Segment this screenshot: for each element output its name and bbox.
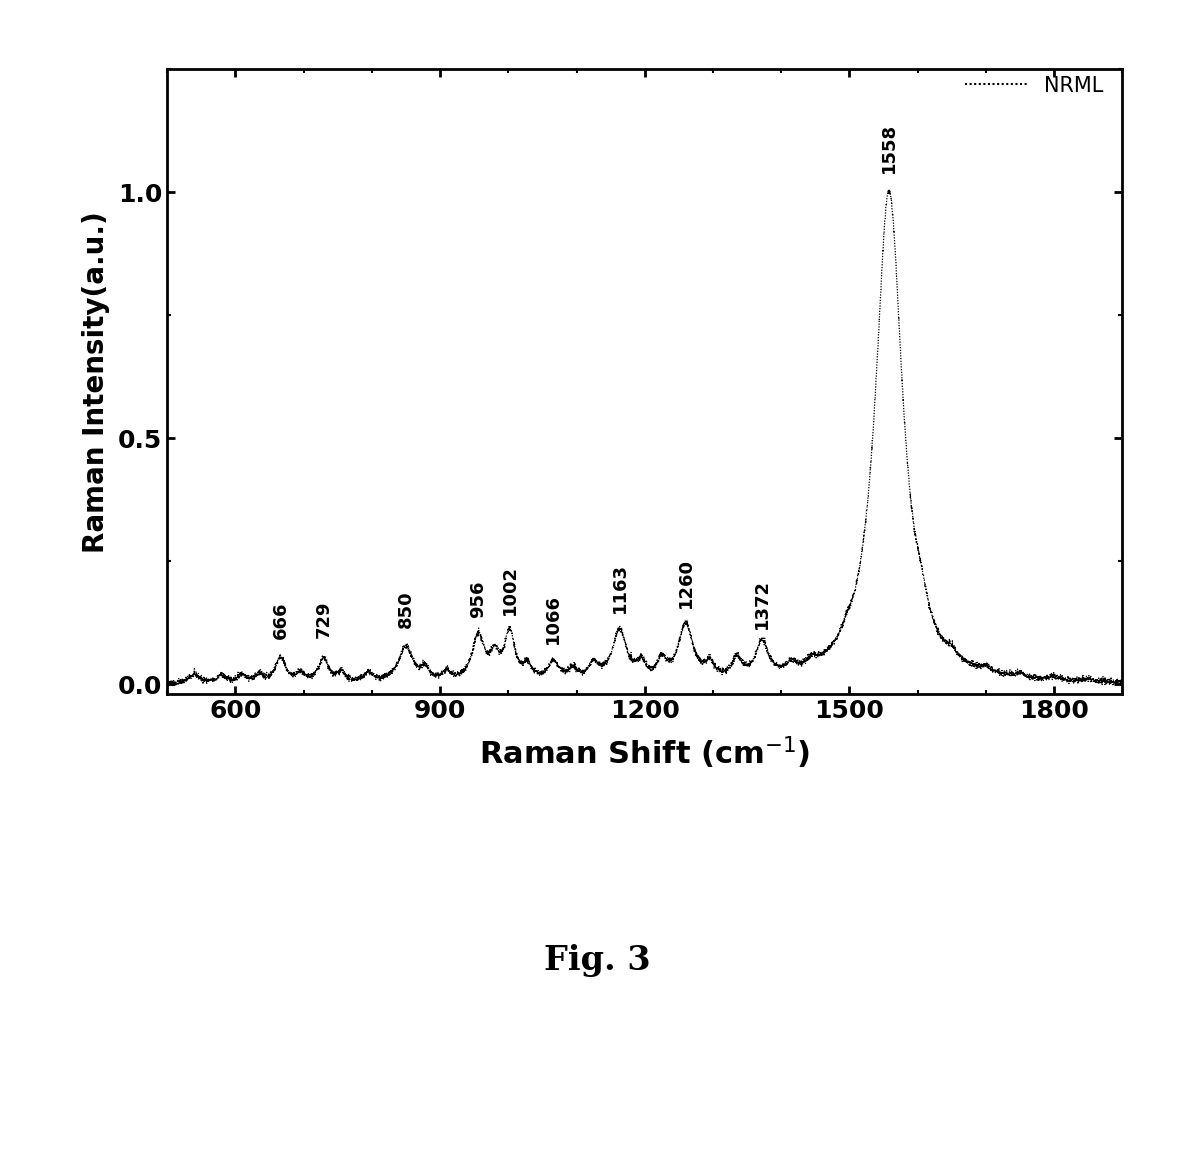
Text: 666: 666 bbox=[271, 602, 289, 639]
X-axis label: Raman Shift (cm$^{-1}$): Raman Shift (cm$^{-1}$) bbox=[479, 735, 811, 771]
Legend: NRML: NRML bbox=[956, 67, 1112, 104]
Text: 729: 729 bbox=[314, 600, 332, 638]
Text: Fig. 3: Fig. 3 bbox=[543, 944, 651, 977]
Text: 1163: 1163 bbox=[610, 563, 628, 613]
Text: 1260: 1260 bbox=[677, 558, 695, 609]
Text: 1002: 1002 bbox=[500, 566, 518, 616]
Text: 1066: 1066 bbox=[544, 594, 562, 644]
Text: 1558: 1558 bbox=[880, 123, 898, 172]
Text: 956: 956 bbox=[469, 581, 487, 618]
Text: 850: 850 bbox=[396, 590, 416, 628]
Y-axis label: Raman Intensity(a.u.): Raman Intensity(a.u.) bbox=[81, 211, 110, 553]
Text: 1372: 1372 bbox=[753, 580, 771, 629]
